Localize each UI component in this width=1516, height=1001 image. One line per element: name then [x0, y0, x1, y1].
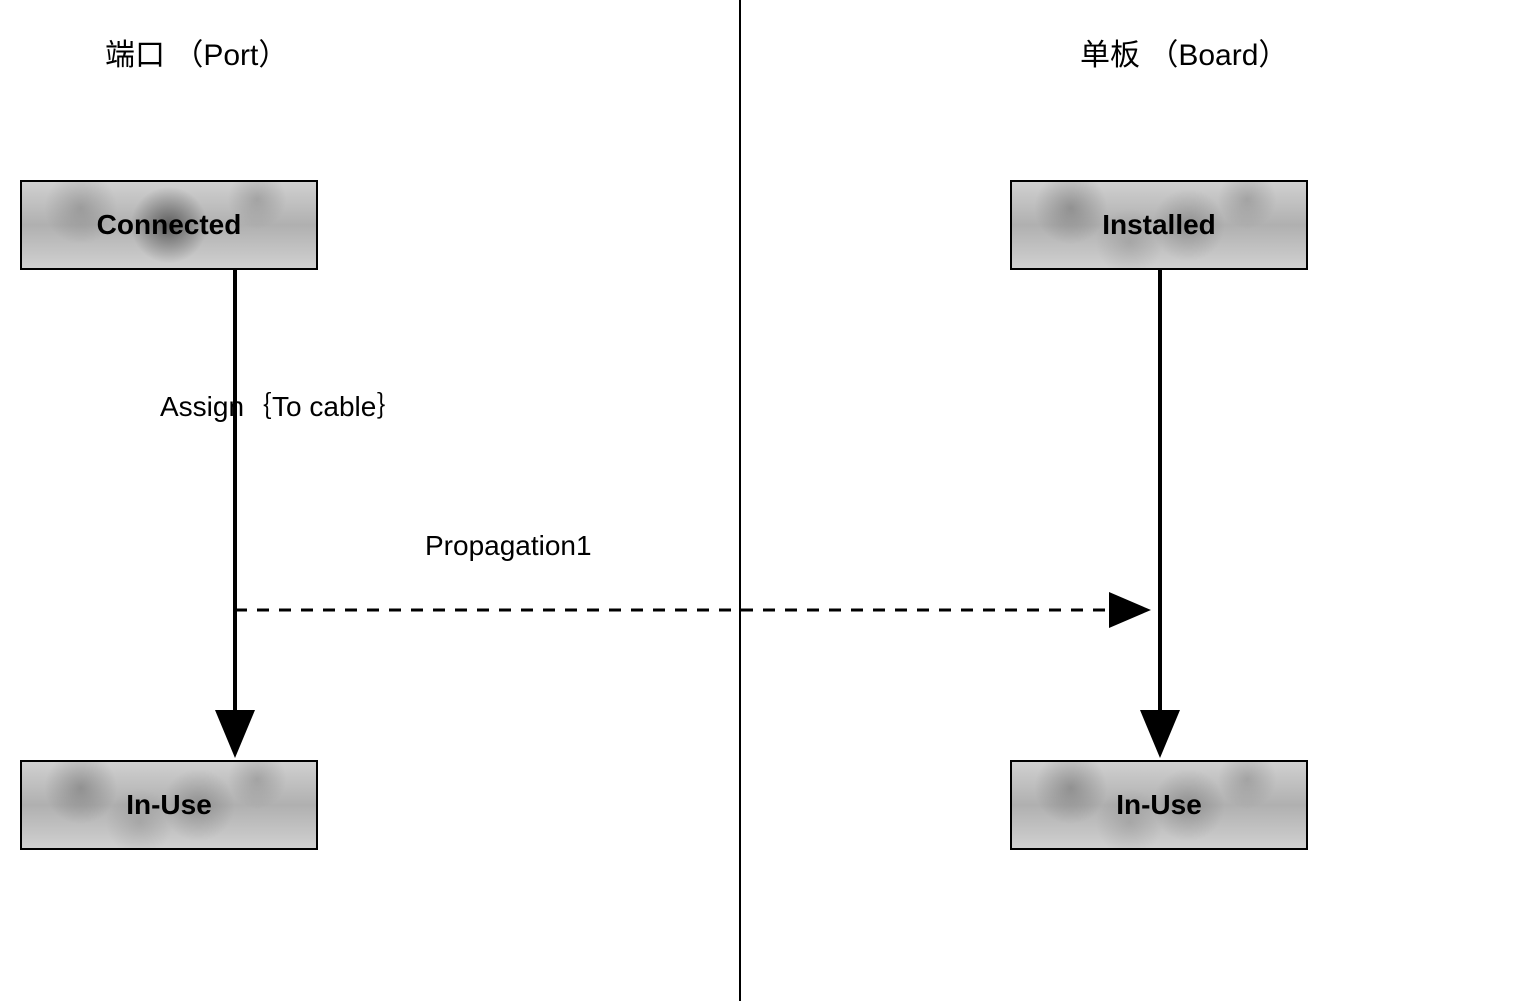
- board-inuse-label: In-Use: [1116, 789, 1202, 821]
- right-title: 单板 （Board）: [1080, 30, 1288, 74]
- diagram-svg: [0, 0, 1516, 1001]
- board-inuse-state: In-Use: [1010, 760, 1308, 850]
- board-installed-state: Installed: [1010, 180, 1308, 270]
- assign-label: Assign｛To cable｝: [160, 385, 404, 425]
- propagation-label: Propagation1: [425, 530, 592, 562]
- port-inuse-label: In-Use: [126, 789, 212, 821]
- port-connected-label: Connected: [97, 209, 242, 241]
- port-connected-state: Connected: [20, 180, 318, 270]
- left-title: 端口 （Port）: [105, 30, 288, 74]
- port-inuse-state: In-Use: [20, 760, 318, 850]
- board-installed-label: Installed: [1102, 209, 1216, 241]
